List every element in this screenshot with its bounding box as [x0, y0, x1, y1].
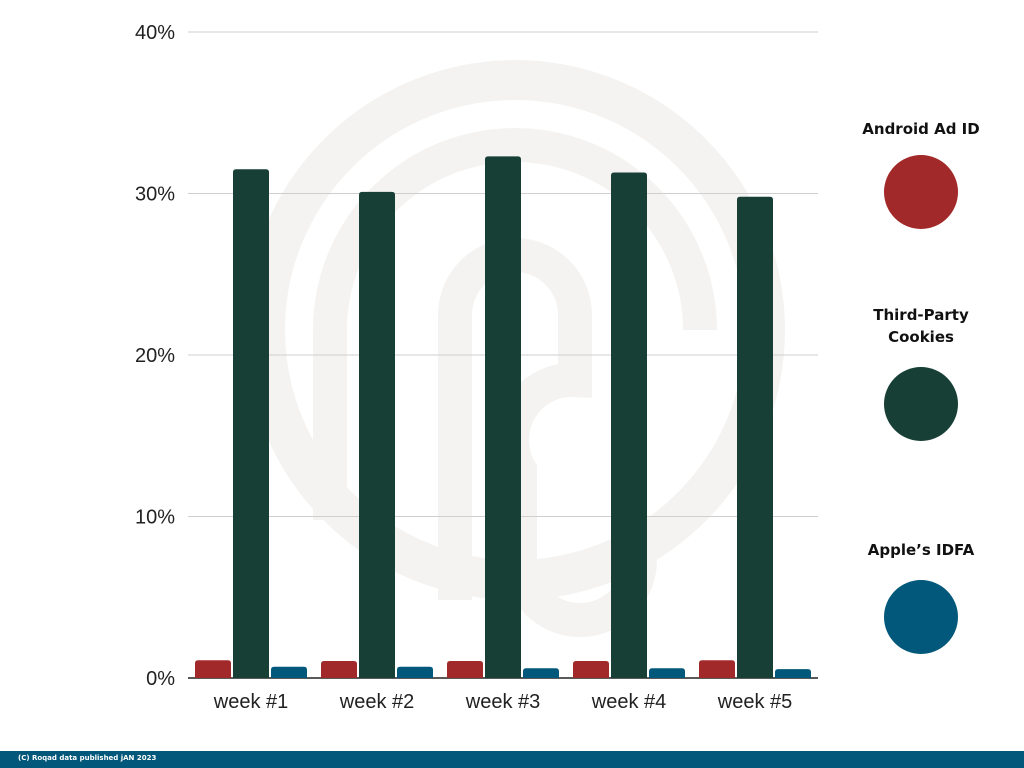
legend-label-third-party-cookies: Third-Party Cookies [873, 306, 969, 346]
y-tick-label: 20% [135, 345, 175, 367]
bar-apple-s-idfa-1 [271, 666, 307, 678]
legend-label-apples-idfa: Apple’s IDFA [867, 541, 975, 559]
bar-apple-s-idfa-3 [523, 668, 559, 678]
y-tick-label: 0% [146, 668, 175, 690]
x-category-label: week #1 [213, 691, 289, 713]
bar-chart: 0%10%20%30%40% week #1 week #2 week #3 week… [135, 22, 818, 713]
legend-swatch-android-ad-id [884, 155, 958, 229]
bar-android-ad-id-4 [573, 661, 609, 678]
y-axis-ticks: 0% 10% 20% 30% 40% [135, 22, 175, 690]
bars [195, 156, 811, 679]
bar-apple-s-idfa-2 [397, 666, 433, 678]
bar-android-ad-id-2 [321, 661, 357, 678]
legend-swatch-third-party-cookies [884, 367, 958, 441]
x-category-label: week #5 [717, 691, 793, 713]
bar-android-ad-id-1 [195, 660, 231, 678]
x-category-label: week #4 [591, 691, 667, 713]
x-axis-labels: week #1 week #2 week #3 week #4 week #5 [213, 691, 793, 713]
x-category-label: week #3 [465, 691, 541, 713]
copyright-text: (C) Roqad data published jAN 2023 [18, 754, 157, 762]
x-category-label: week #2 [339, 691, 415, 713]
legend-label-android-ad-id: Android Ad ID [862, 120, 980, 138]
legend-swatch-apples-idfa [884, 580, 958, 654]
bar-third-party-cookies-3 [485, 156, 521, 679]
bar-third-party-cookies-2 [359, 191, 395, 678]
bar-third-party-cookies-5 [737, 196, 773, 679]
bar-third-party-cookies-1 [233, 169, 269, 678]
bar-apple-s-idfa-4 [649, 668, 685, 678]
bar-apple-s-idfa-5 [775, 669, 811, 678]
y-tick-label: 40% [135, 22, 175, 44]
y-tick-label: 30% [135, 184, 175, 206]
bar-third-party-cookies-4 [611, 172, 647, 678]
bar-android-ad-id-5 [699, 660, 735, 678]
footer-bar: (C) Roqad data published jAN 2023 [0, 751, 1024, 768]
bar-android-ad-id-3 [447, 661, 483, 678]
y-tick-label: 10% [135, 507, 175, 529]
